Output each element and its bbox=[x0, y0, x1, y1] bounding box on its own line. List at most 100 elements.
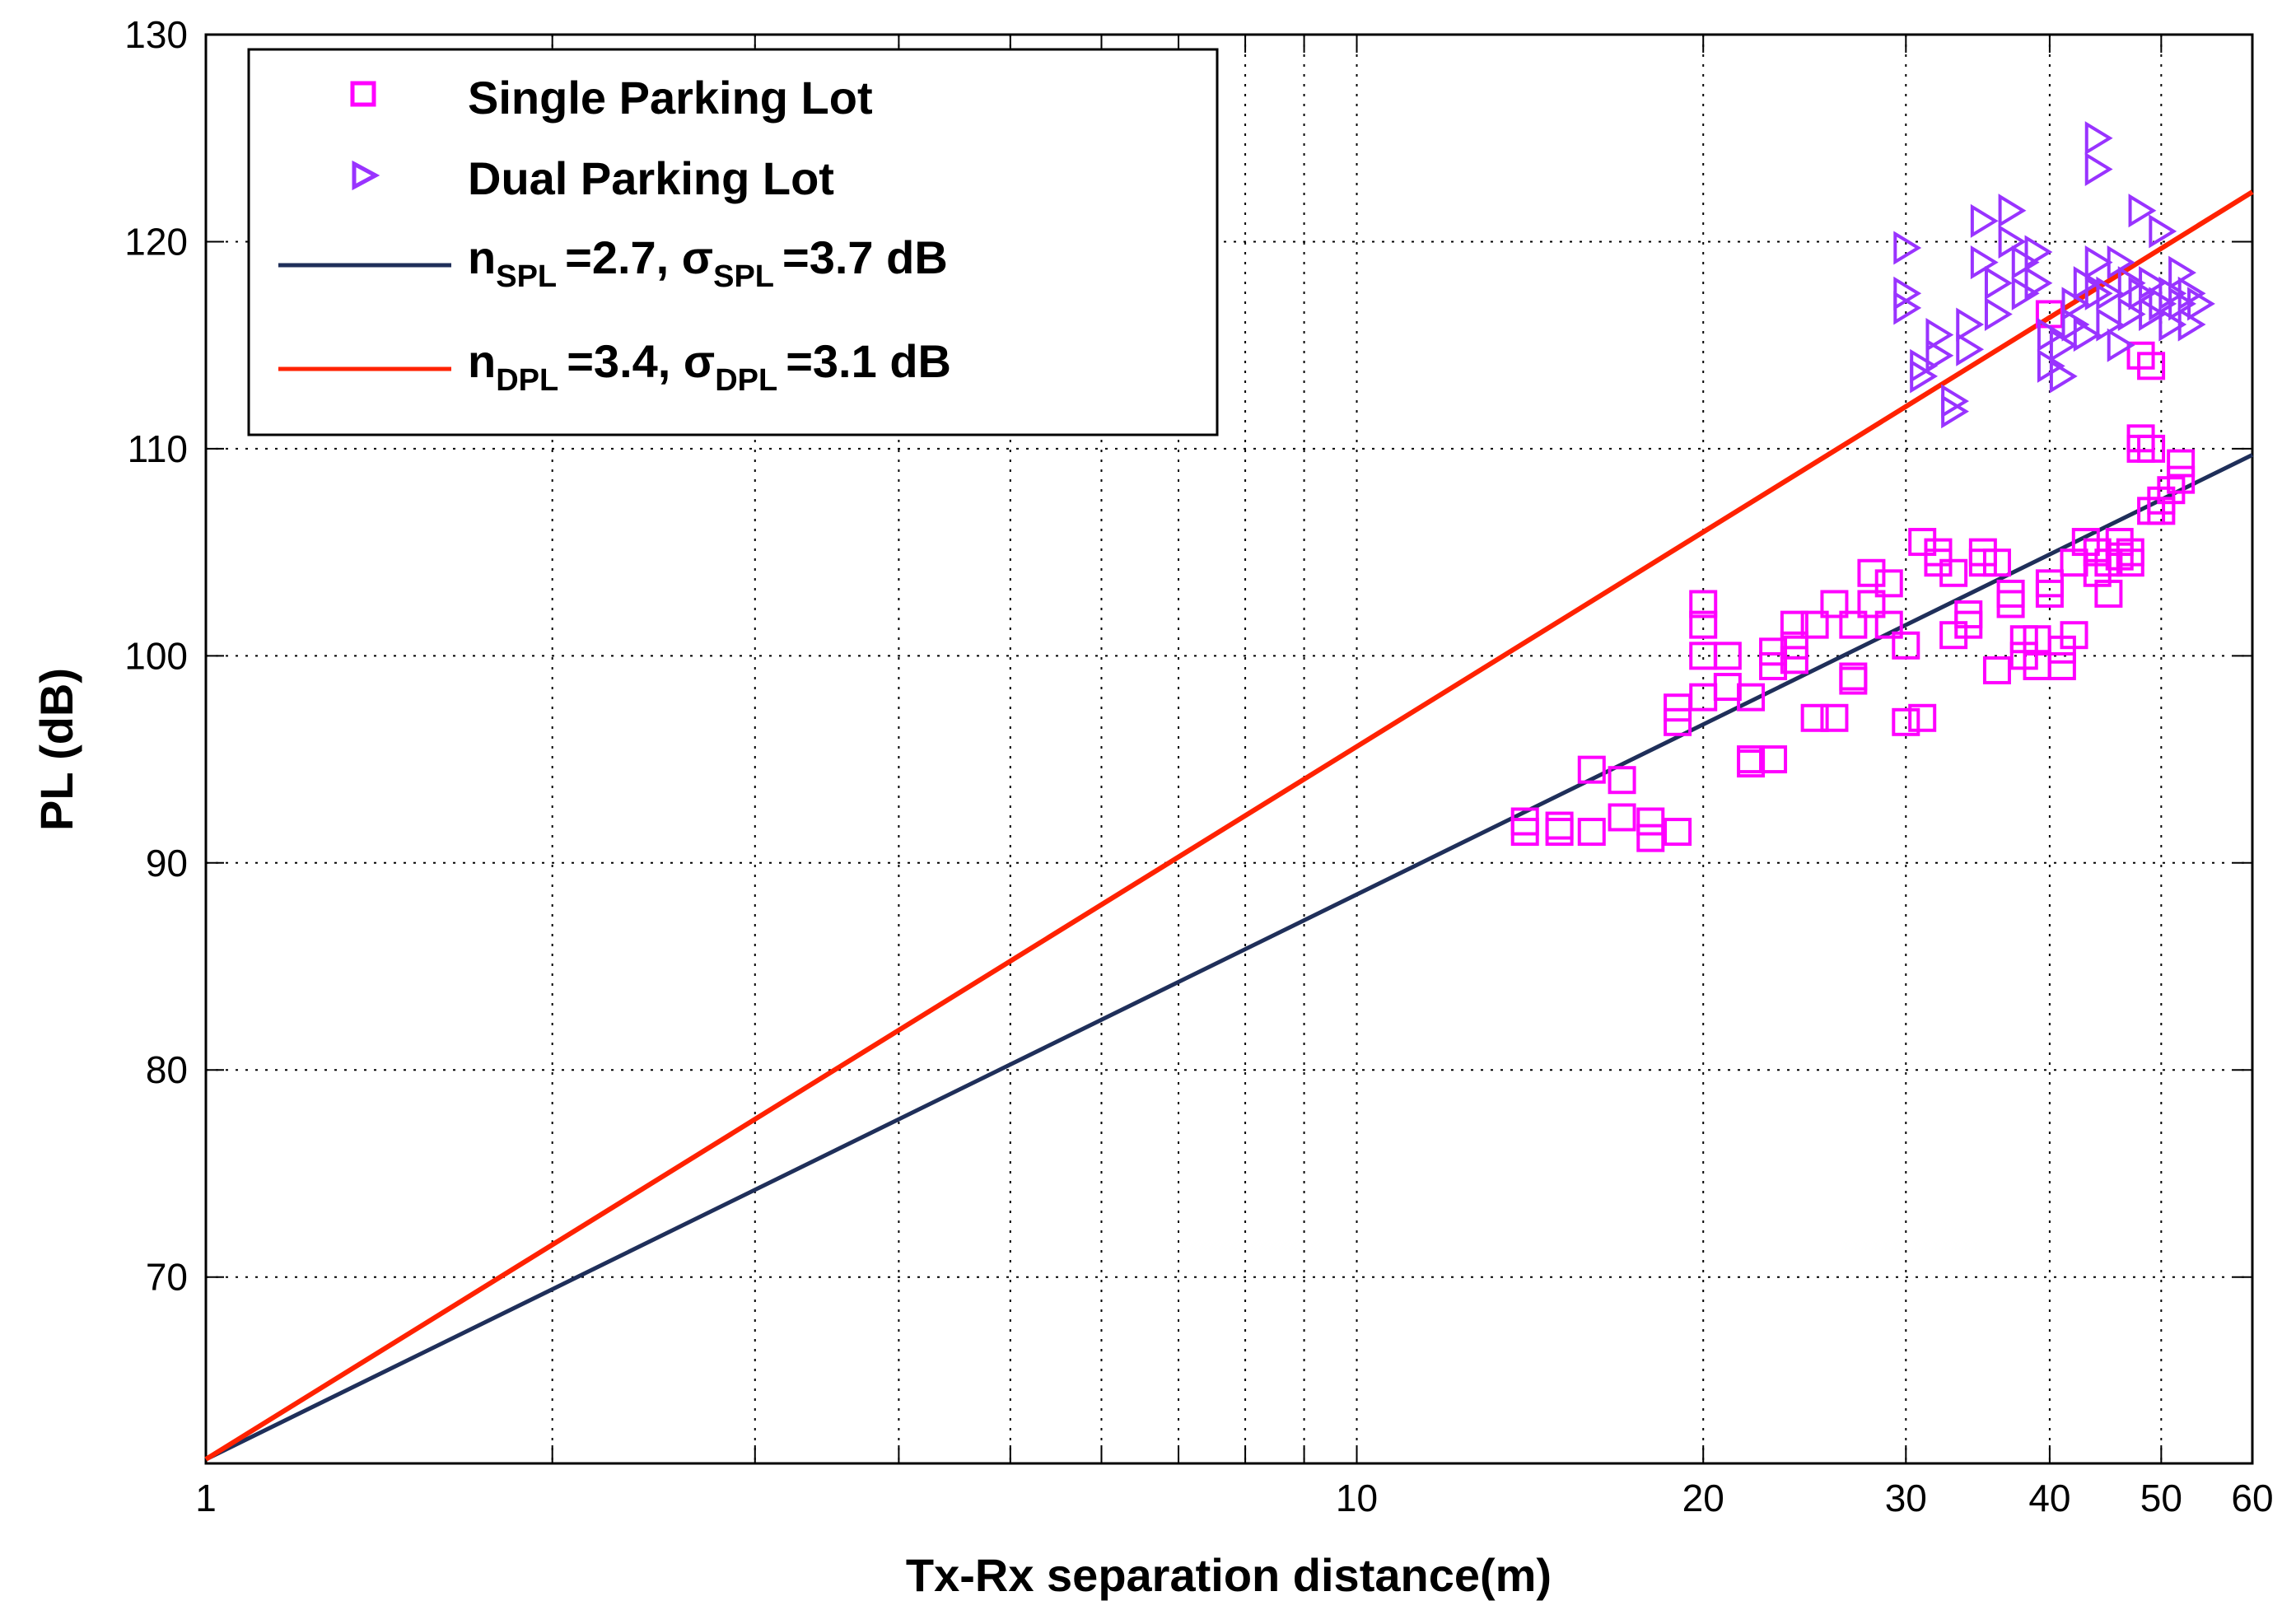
spl-square-marker bbox=[2147, 486, 2176, 515]
x-tick-label: 40 bbox=[2028, 1477, 2070, 1519]
x-tick-label: 1 bbox=[195, 1477, 217, 1519]
y-tick-label: 90 bbox=[146, 842, 188, 884]
x-axis-title: Tx-Rx separation distance(m) bbox=[906, 1549, 1552, 1601]
spl-square-marker bbox=[1800, 610, 1829, 639]
spl-square-marker bbox=[1577, 818, 1606, 847]
dpl-triangle-marker bbox=[2177, 276, 2206, 310]
dpl-triangle-marker bbox=[2024, 235, 2053, 269]
spl-square-marker bbox=[1577, 755, 1606, 784]
dpl-triangle-marker bbox=[2084, 245, 2113, 280]
spl-square-marker bbox=[2047, 651, 2076, 680]
dpl-triangle-marker bbox=[1941, 384, 1970, 418]
legend-dpl-sigma-value: =3.1 dB bbox=[786, 335, 951, 387]
legend-spl-sigma-subscript: SPL bbox=[713, 259, 774, 294]
dpl-triangle-marker bbox=[2049, 359, 2078, 394]
spl-square-marker bbox=[1892, 631, 1920, 660]
spl-square-marker bbox=[1689, 590, 1718, 618]
dpl-triangle-marker bbox=[1893, 231, 1922, 265]
spl-square-marker bbox=[1664, 818, 1692, 847]
dpl-triangle-marker bbox=[1970, 245, 1999, 280]
legend-dpl-n-symbol: n bbox=[468, 335, 496, 387]
spl-square-marker bbox=[1510, 818, 1539, 847]
legend-spl-n-symbol: n bbox=[468, 231, 496, 283]
spl-square-marker bbox=[2094, 579, 2123, 608]
legend-dpl-sigma-symbol: σ bbox=[684, 335, 715, 387]
spl-square-marker bbox=[1636, 824, 1665, 852]
spl-square-marker bbox=[1874, 610, 1903, 639]
spl-square-marker bbox=[1759, 651, 1788, 680]
legend-spl-sigma-value: =3.7 dB bbox=[782, 231, 948, 283]
dpl-triangle-marker bbox=[1925, 318, 1954, 352]
spl-square-marker bbox=[1713, 642, 1742, 670]
y-axis-title: PL (dB) bbox=[30, 668, 82, 831]
dpl-triangle-marker bbox=[1893, 291, 1922, 325]
legend: Single Parking Lot Dual Parking Lot nSPL… bbox=[247, 48, 1219, 436]
spl-square-marker bbox=[2116, 548, 2144, 577]
x-tick-label: 30 bbox=[1885, 1477, 1927, 1519]
x-tick-label: 10 bbox=[1336, 1477, 1378, 1519]
spl-square-marker bbox=[1608, 766, 1636, 795]
dpl-triangle-marker bbox=[2096, 276, 2125, 310]
spl-square-marker bbox=[2157, 476, 2186, 505]
spl-square-marker bbox=[1968, 538, 1997, 567]
x-tick-label: 50 bbox=[2140, 1477, 2182, 1519]
spl-square-marker bbox=[1908, 528, 1937, 557]
y-tick-label: 110 bbox=[128, 427, 188, 470]
dpl-triangle-marker bbox=[2084, 121, 2113, 156]
spl-square-marker bbox=[1924, 538, 1953, 567]
spl-square-marker bbox=[1689, 610, 1718, 639]
legend-label-spl-fit: nSPL =2.7, σSPL =3.7 dB bbox=[468, 231, 948, 294]
spl-square-marker bbox=[1857, 558, 1886, 587]
dpl-triangle-marker bbox=[1984, 266, 2013, 301]
spl-square-marker bbox=[1839, 666, 1868, 695]
spl-square-marker bbox=[2137, 434, 2166, 463]
dpl-triangle-marker bbox=[1910, 359, 1939, 394]
legend-label-dpl-markers: Dual Parking Lot bbox=[468, 152, 834, 204]
legend-spl-sigma-symbol: σ bbox=[682, 231, 713, 283]
spl-square-marker bbox=[1737, 683, 1766, 712]
spl-square-marker bbox=[1908, 703, 1937, 732]
spl-square-marker bbox=[1759, 637, 1788, 666]
dpl-triangle-marker bbox=[2084, 152, 2113, 186]
y-tick-label: 100 bbox=[124, 634, 188, 677]
spl-square-marker bbox=[1780, 631, 1808, 660]
dpl-triangle-marker bbox=[2024, 266, 2053, 301]
fit-lines bbox=[204, 189, 2254, 1462]
x-tick-label: 60 bbox=[2231, 1477, 2273, 1519]
dpl-triangle-marker bbox=[1970, 203, 1999, 238]
spl-square-marker bbox=[1939, 621, 1968, 650]
legend-spl-n-subscript: SPL bbox=[496, 259, 557, 294]
spl-square-marker bbox=[1608, 803, 1636, 832]
dpl-triangle-marker bbox=[1956, 307, 1985, 342]
legend-spl-n-value: =2.7, bbox=[565, 231, 682, 283]
spl-square-marker bbox=[1982, 548, 2011, 577]
spl-square-marker bbox=[1780, 646, 1808, 674]
dpl-triangle-marker bbox=[2073, 318, 2102, 352]
y-tick-label: 120 bbox=[124, 220, 188, 263]
legend-label-dpl-fit: nDPL =3.4, σDPL =3.1 dB bbox=[468, 335, 951, 398]
dpl-triangle-marker bbox=[1998, 224, 2027, 259]
spl-square-marker bbox=[2060, 621, 2088, 650]
spl-square-marker bbox=[1545, 818, 1574, 847]
spl-square-marker bbox=[2126, 341, 2155, 370]
spl-square-marker bbox=[1664, 707, 1692, 736]
dpl-triangle-marker bbox=[2187, 287, 2215, 321]
legend-triangle-icon bbox=[352, 160, 380, 191]
dpl-triangle-marker bbox=[1925, 338, 1954, 373]
spl-square-marker bbox=[1800, 703, 1829, 732]
spl-square-marker bbox=[1892, 707, 1920, 736]
dpl-triangle-marker bbox=[2128, 194, 2157, 228]
spl-square-marker bbox=[2035, 569, 2064, 598]
dpl-triangle-marker bbox=[1956, 332, 1985, 366]
spl-fit-line bbox=[204, 453, 2254, 1462]
spl-square-marker bbox=[2137, 352, 2166, 380]
y-tick-label: 80 bbox=[146, 1048, 188, 1091]
spl-square-marker bbox=[2167, 449, 2196, 478]
legend-dpl-n-value: =3.4, bbox=[567, 335, 684, 387]
x-tick-label: 20 bbox=[1682, 1477, 1724, 1519]
spl-square-marker bbox=[1954, 600, 1983, 629]
legend-dpl-sigma-subscript: DPL bbox=[715, 363, 777, 398]
spl-square-marker bbox=[1874, 569, 1903, 598]
